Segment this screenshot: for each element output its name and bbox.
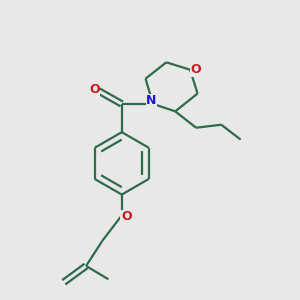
Text: O: O	[190, 63, 201, 76]
Text: O: O	[121, 210, 131, 224]
Text: N: N	[146, 94, 157, 107]
Text: O: O	[89, 82, 100, 96]
